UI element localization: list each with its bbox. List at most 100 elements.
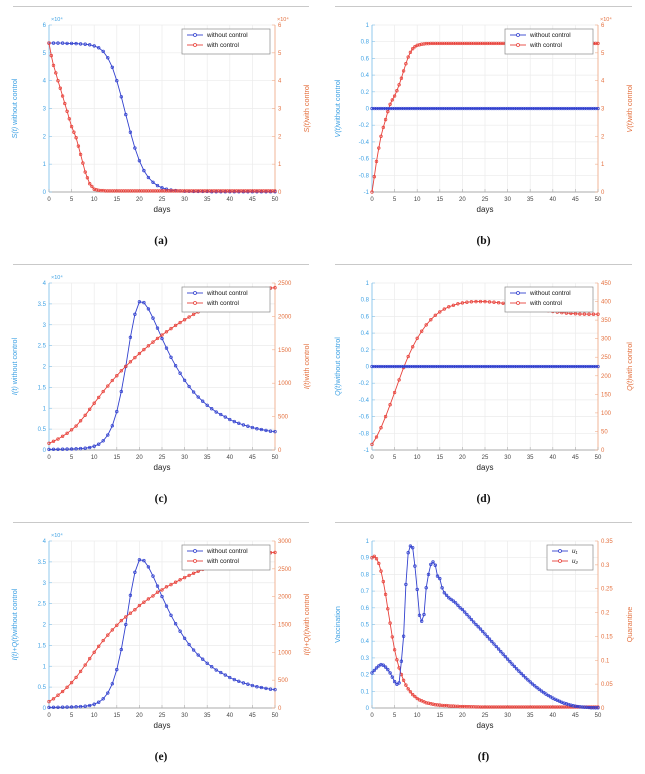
left-tick-label: -0.8 — [358, 173, 369, 179]
right-tick-label: 0.15 — [601, 634, 613, 640]
figure-panel-c: 0 5 10 15 20 25 30 35 40 45 50 days 0 0.5 1 1.5 2 2.5 3 3.5… — [0, 258, 322, 516]
x-tick-label: 40 — [549, 197, 556, 203]
legend-item-label: u₂ — [572, 558, 579, 565]
right-tick-label: 0 — [601, 448, 605, 454]
x-axis-ticks: 0 5 10 15 20 25 30 35 40 45 50 days — [47, 447, 279, 472]
legend-item-label: without control — [529, 32, 571, 39]
chart-f: 0 5 10 15 20 25 30 35 40 45 50 days 0 0.1 0.2 0.3 0.4 0.5… — [328, 526, 640, 743]
x-tick-label: 0 — [370, 455, 374, 461]
legend-item-label: without control — [529, 290, 571, 297]
panel-divider-rule — [335, 522, 632, 523]
panel-caption: (b) — [476, 235, 491, 247]
right-tick-label: 350 — [601, 318, 612, 324]
x-tick-label: 30 — [504, 713, 511, 719]
right-tick-label: 1500 — [278, 623, 292, 629]
right-tick-label: 0.05 — [601, 682, 613, 688]
x-tick-label: 5 — [392, 197, 396, 203]
x-tick-label: 20 — [136, 197, 143, 203]
x-tick-label: 50 — [272, 713, 279, 719]
x-tick-label: 0 — [47, 197, 51, 203]
chart-a-canvas: 0 5 10 15 20 25 30 35 40 45 50days01234560123456S(… — [10, 16, 311, 214]
legend-marker-circle — [515, 301, 520, 305]
left-tick-label: 0.4 — [360, 331, 369, 337]
legend-box — [504, 28, 593, 55]
left-tick-label: 2 — [43, 134, 47, 140]
series-without-control-markers — [369, 364, 600, 369]
legend: without control with control — [181, 28, 271, 55]
chart-f-canvas: 0 5 10 15 20 25 30 35 40 45 50days00.10.20.30.40.5… — [333, 539, 634, 730]
left-tick-label: 6 — [43, 23, 47, 29]
legend-box — [181, 28, 271, 55]
chart-c-canvas: 0 5 10 15 20 25 30 35 40 45 50days00.511.522.533.5… — [10, 274, 311, 472]
x-tick-label: 45 — [572, 455, 579, 461]
left-tick-label: 2 — [43, 623, 47, 629]
figure-panel-f: 0 5 10 15 20 25 30 35 40 45 50 days 0 0.1 0.2 0.3 0.4 0.5… — [322, 516, 645, 774]
left-tick-label: 2.5 — [38, 602, 47, 608]
x-tick-label: 20 — [459, 197, 466, 203]
right-tick-label: 2500 — [278, 567, 292, 573]
chart-a: 0 5 10 15 20 25 30 35 40 45 50 days 0 1 2 3 4 5 6 0 1 2 3 4 5 6 S(… — [5, 10, 317, 227]
figure-panel-d: 0 5 10 15 20 25 30 35 40 45 50 days -1 -0.8 -0.6 -0.4 -0… — [322, 258, 645, 516]
right-axis-ticks: 0 500 1000 1500 2000 2500 — [272, 281, 292, 454]
right-tick-label: 5 — [601, 51, 605, 57]
panel-caption: (a) — [154, 235, 168, 247]
left-tick-label: 3 — [43, 581, 47, 587]
left-tick-label: 4 — [43, 79, 47, 85]
figure-panel-e: 0 5 10 15 20 25 30 35 40 45 50 days 0 0.5 1 1.5 2 2.5 3 3.5… — [0, 516, 322, 774]
panel-divider-rule — [13, 522, 309, 523]
right-tick-label: 0.2 — [601, 611, 610, 617]
left-tick-label: 0.7 — [360, 589, 369, 595]
legend-item-label: without control — [206, 548, 248, 555]
left-tick-label: 0.5 — [38, 427, 47, 433]
panel-caption: (c) — [154, 493, 168, 505]
left-tick-label: 0 — [365, 365, 369, 371]
left-tick-label: 5 — [43, 51, 47, 57]
left-tick-label: 1.5 — [38, 385, 47, 391]
right-axis-ticks: 0 1 2 3 4 5 6 — [272, 23, 282, 196]
x-tick-label: 20 — [459, 455, 466, 461]
x-tick-label: 0 — [47, 455, 51, 461]
right-tick-label: 200 — [601, 374, 612, 380]
panel-divider-rule — [335, 6, 632, 7]
right-tick-label: 500 — [278, 678, 289, 684]
left-tick-label: -0.6 — [358, 157, 369, 163]
x-tick-label: 20 — [136, 713, 143, 719]
x-tick-label: 5 — [70, 713, 74, 719]
x-tick-label: 35 — [526, 713, 533, 719]
x-tick-label: 35 — [204, 713, 211, 719]
x-tick-label: 30 — [181, 713, 188, 719]
right-tick-label: 400 — [601, 300, 612, 306]
left-axis-label: I(t) without control — [10, 338, 19, 396]
x-tick-label: 0 — [47, 713, 51, 719]
left-tick-label: -1 — [363, 448, 369, 454]
x-tick-label: 40 — [549, 455, 556, 461]
x-tick-label: 35 — [204, 455, 211, 461]
left-tick-label: 0 — [365, 706, 369, 712]
x-tick-label: 45 — [249, 713, 256, 719]
left-tick-label: 0.4 — [360, 639, 369, 645]
legend-marker-circle — [193, 33, 197, 37]
x-tick-label: 50 — [594, 713, 601, 719]
x-tick-label: 25 — [159, 713, 166, 719]
right-tick-label: 0.25 — [601, 587, 613, 593]
x-tick-label: 45 — [572, 713, 579, 719]
series-without-control — [369, 364, 600, 369]
left-axis-exponent: ×10⁴ — [51, 274, 63, 281]
panel-divider-rule — [13, 6, 309, 7]
left-axis-label: V(t)without control — [333, 79, 342, 137]
right-tick-label: 0 — [278, 190, 282, 196]
right-tick-label: 4 — [278, 79, 282, 85]
chart-d-canvas: 0 5 10 15 20 25 30 35 40 45 50days-1-0.8-0.6-0.4-0… — [333, 281, 634, 472]
left-axis-exponent: ×10⁴ — [51, 532, 63, 539]
x-tick-label: 25 — [481, 455, 488, 461]
x-axis-ticks: 0 5 10 15 20 25 30 35 40 45 50 days — [370, 705, 601, 730]
left-tick-label: 0.5 — [38, 685, 47, 691]
series-without-control — [47, 558, 277, 710]
x-tick-label: 25 — [159, 455, 166, 461]
left-tick-label: 0.4 — [360, 73, 369, 79]
chart-d: 0 5 10 15 20 25 30 35 40 45 50 days -1 -0.8 -0.6 -0.4 -0… — [328, 268, 640, 485]
x-tick-label: 15 — [436, 455, 443, 461]
left-axis-label: I(t)+Q(t)without control — [10, 588, 19, 660]
left-tick-label: 1 — [365, 281, 369, 287]
x-axis-label: days — [476, 721, 493, 730]
